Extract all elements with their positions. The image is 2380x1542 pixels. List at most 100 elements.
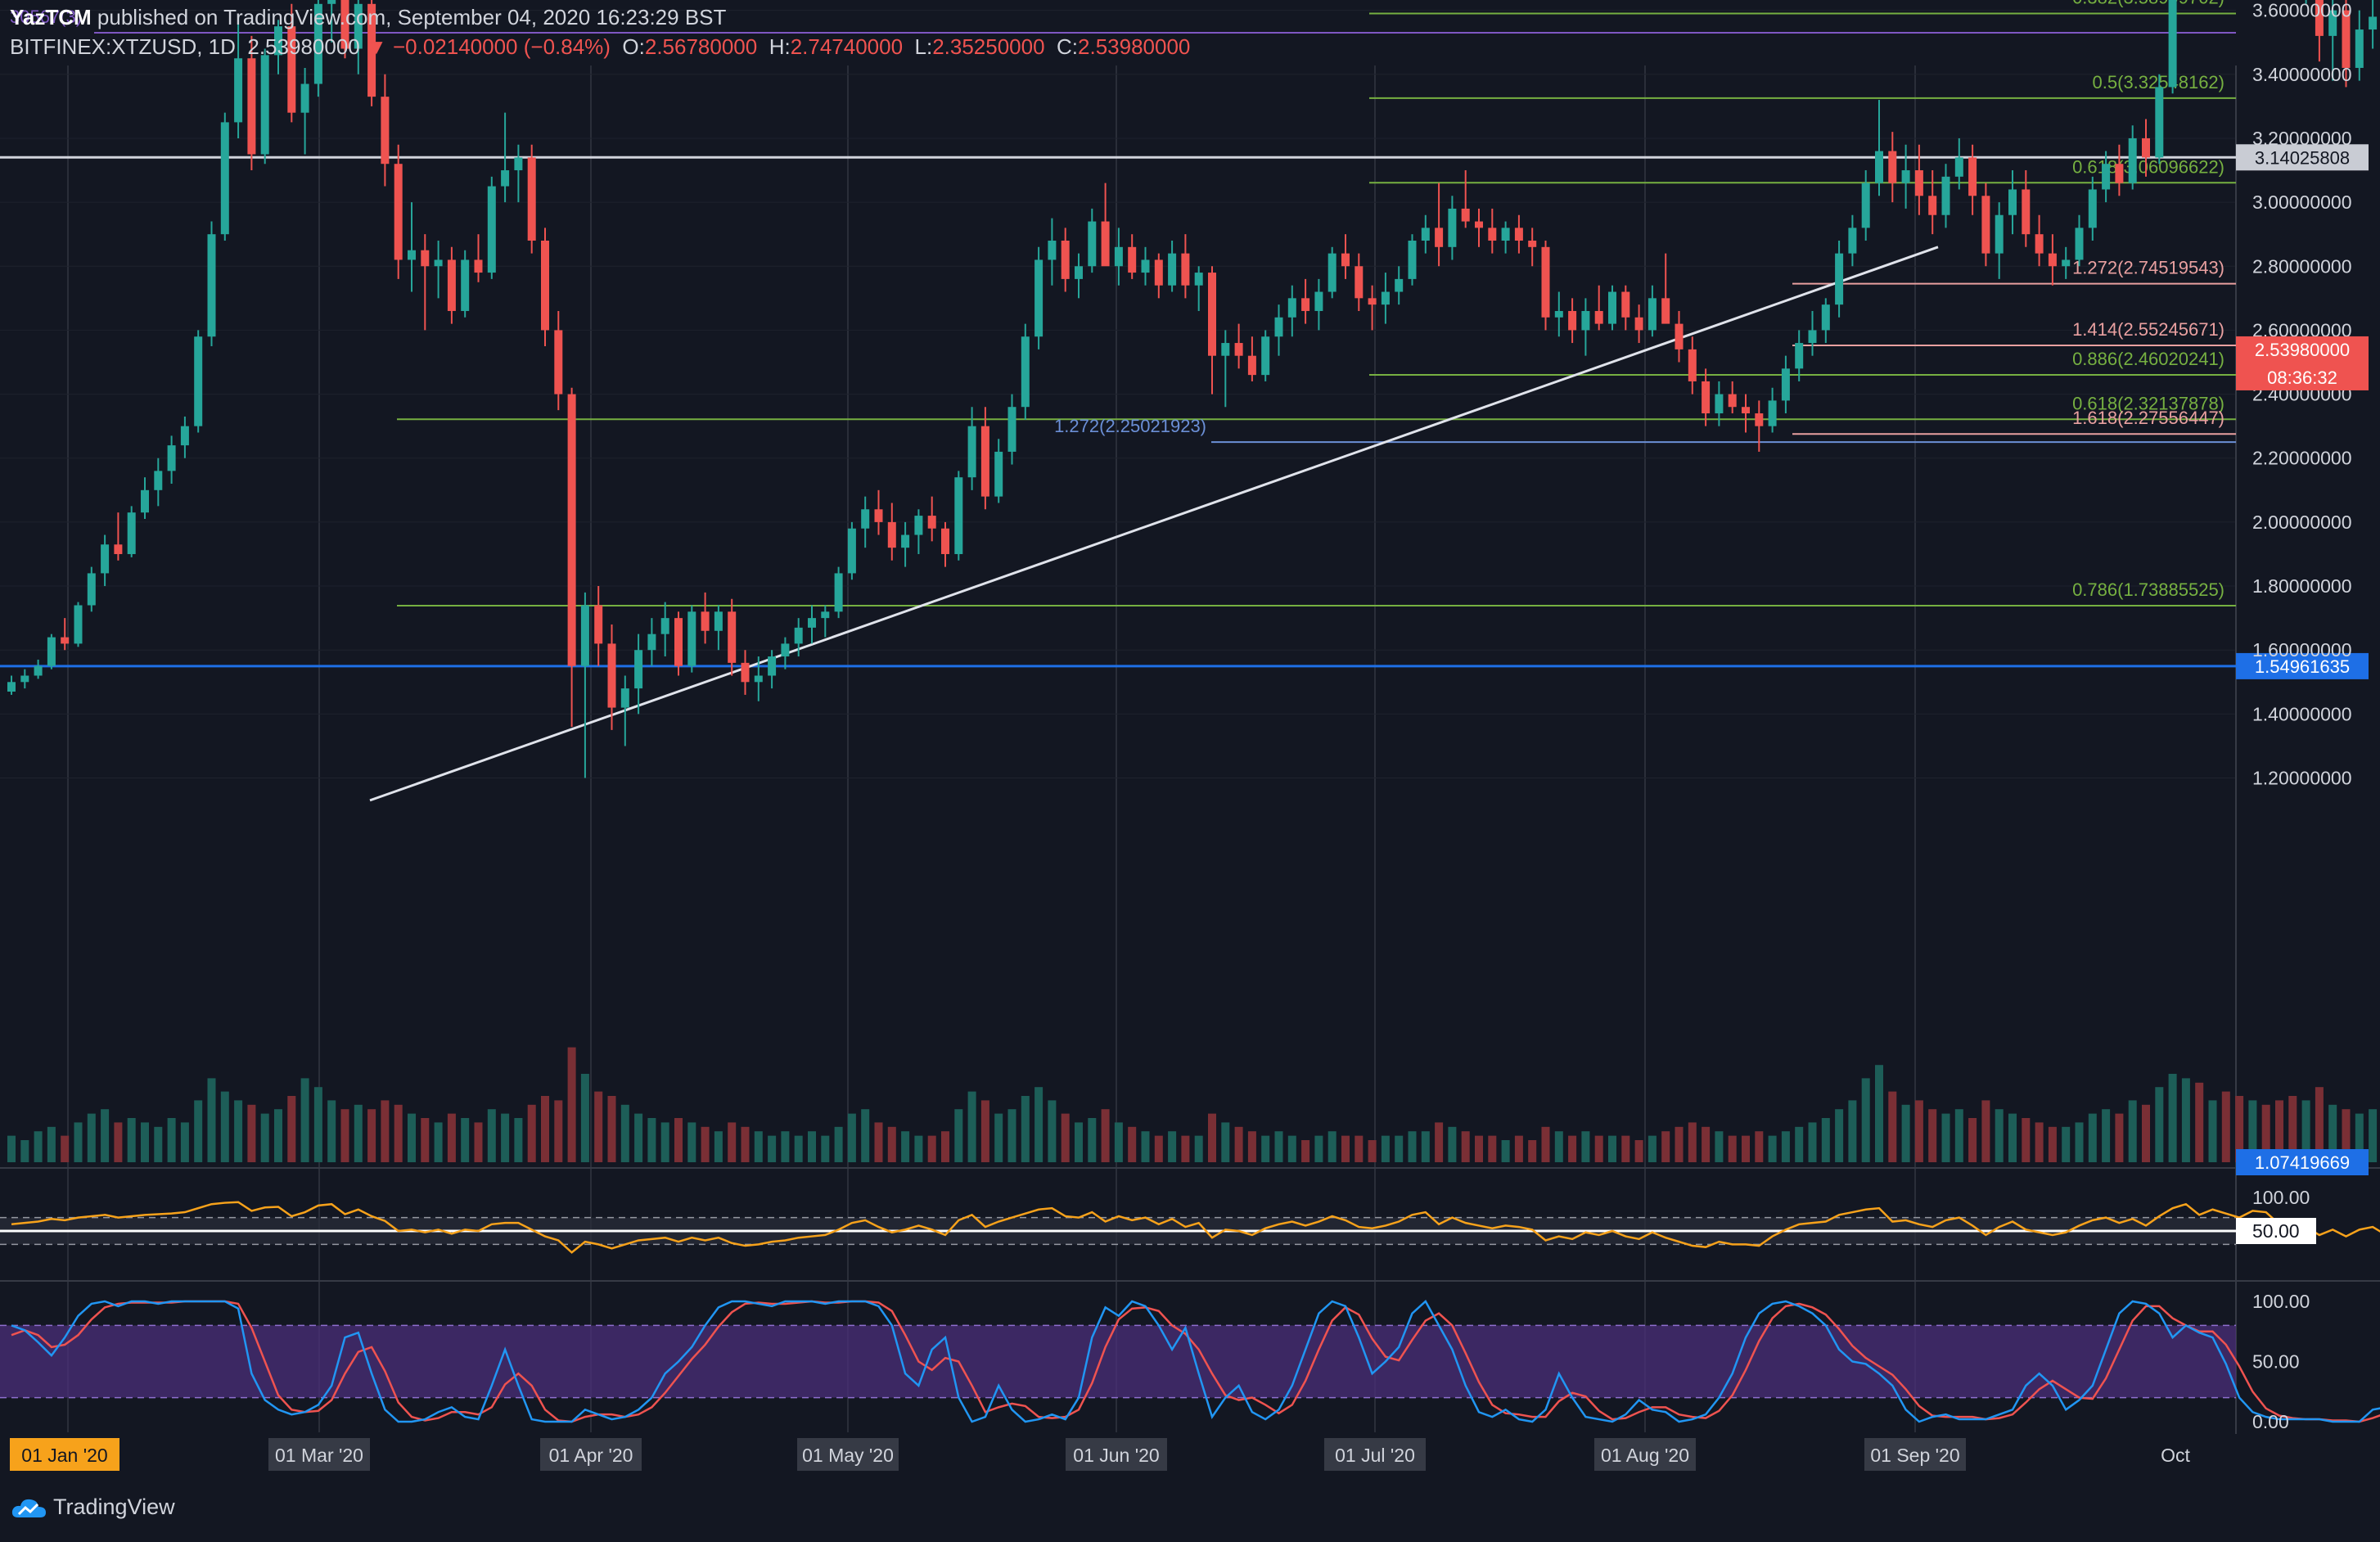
candle-body <box>61 637 70 644</box>
time-tick-label: 01 Jun '20 <box>1073 1445 1159 1466</box>
volume-bar <box>2301 1100 2310 1162</box>
volume-bar <box>660 1122 669 1162</box>
candle-body <box>394 164 403 260</box>
volume-bar <box>114 1122 123 1162</box>
candle-body <box>1341 253 1350 267</box>
candle-body <box>327 0 336 4</box>
volume-bar <box>2248 1100 2257 1162</box>
last-price-tag <box>2236 336 2369 390</box>
price-tick-label: 1.20000000 <box>2252 768 2352 789</box>
candle-body <box>1861 183 1870 228</box>
candle-body <box>1274 317 1283 337</box>
candle-body <box>1621 291 1630 318</box>
candle-body <box>1795 343 1804 369</box>
candle-body <box>180 426 189 446</box>
symbol-label[interactable]: BITFINEX:XTZUSD, 1D <box>10 34 236 59</box>
volume-bar <box>2342 1109 2351 1162</box>
volume-bar <box>808 1131 816 1162</box>
countdown-label: 08:36:32 <box>2267 367 2337 388</box>
volume-bar <box>1528 1140 1537 1162</box>
candle-body <box>474 259 483 273</box>
volume-bar <box>2142 1104 2150 1162</box>
volume-bar <box>1381 1135 1390 1162</box>
candle-body <box>287 26 296 113</box>
candle-body <box>447 259 456 311</box>
volume-bar <box>381 1100 390 1162</box>
candle-body <box>7 682 16 692</box>
volume-bar <box>847 1113 856 1162</box>
volume-bar <box>2088 1113 2097 1162</box>
volume-bar <box>901 1131 910 1162</box>
candle-body <box>421 250 430 267</box>
candle-body <box>527 157 536 241</box>
candle-body <box>1995 214 2004 254</box>
volume-bar <box>1755 1131 1764 1162</box>
volume-bar <box>1168 1131 1177 1162</box>
candle-body <box>794 627 803 644</box>
candle-body <box>1914 170 1923 196</box>
candle-body <box>2062 259 2071 267</box>
candle-body <box>941 528 949 554</box>
volume-bar <box>1395 1135 1404 1162</box>
candle-body <box>487 186 496 273</box>
volume-bar <box>1208 1113 1216 1162</box>
volume-bar <box>408 1113 416 1162</box>
volume-bar <box>2168 1074 2177 1162</box>
volume-bar <box>101 1109 110 1162</box>
rsi-tick-label: 100.00 <box>2252 1187 2310 1208</box>
volume-bar <box>2275 1100 2283 1162</box>
time-tick-label: 01 Jan '20 <box>21 1445 107 1466</box>
candle-body <box>1421 228 1430 241</box>
volume-bar <box>1061 1113 1070 1162</box>
price-axis-tag-label: 3.14025808 <box>2255 147 2350 168</box>
volume-bar <box>274 1109 282 1162</box>
candle-body <box>2168 0 2177 88</box>
stoch-tick-label: 100.00 <box>2252 1291 2310 1312</box>
candle-body <box>847 528 856 574</box>
candle-body <box>47 637 56 666</box>
volume-bar <box>1768 1135 1777 1162</box>
volume-bar <box>34 1131 43 1162</box>
candle-body <box>741 662 750 683</box>
level-label: 1.618(2.27556447) <box>2072 408 2224 428</box>
candle-body <box>980 426 989 497</box>
candle-body <box>1234 343 1243 356</box>
candle-body <box>167 445 176 471</box>
volume-bar <box>194 1100 203 1162</box>
candle-body <box>1287 298 1296 318</box>
level-label: 0.786(1.73885525) <box>2072 579 2224 600</box>
volume-bar <box>167 1118 176 1162</box>
candle-body <box>1768 400 1777 426</box>
volume-bar <box>1421 1131 1430 1162</box>
volume-bar <box>1501 1140 1510 1162</box>
volume-bar <box>1368 1140 1377 1162</box>
volume-bar <box>567 1047 576 1162</box>
candle-body <box>1608 291 1616 324</box>
candle-body <box>580 605 589 666</box>
candle-body <box>1781 368 1790 401</box>
time-tick-bg <box>1066 1438 1167 1471</box>
volume-bar <box>1688 1122 1697 1162</box>
candle-body <box>367 3 376 97</box>
volume-bar <box>127 1118 136 1162</box>
volume-bar <box>1702 1126 1711 1162</box>
volume-bar <box>674 1118 683 1162</box>
candle-body <box>234 58 243 123</box>
candle-body <box>87 573 96 606</box>
candle-body <box>2355 29 2364 68</box>
tradingview-logo[interactable]: TradingView <box>11 1495 175 1521</box>
high-label: H: <box>769 34 791 59</box>
candle-body <box>874 509 883 522</box>
volume-bar <box>687 1122 696 1162</box>
candle-body <box>927 516 936 529</box>
candle-body <box>821 611 830 619</box>
time-tick-label: 01 May '20 <box>802 1445 894 1466</box>
candle-body <box>2035 234 2044 254</box>
volume-bar <box>1914 1100 1923 1162</box>
author-name[interactable]: YazTCM <box>10 5 92 29</box>
volume-bar <box>1954 1109 1963 1162</box>
candle-body <box>2115 164 2124 183</box>
candle-body <box>1181 253 1190 286</box>
volume-bar <box>154 1126 163 1162</box>
candle-body <box>567 394 576 666</box>
